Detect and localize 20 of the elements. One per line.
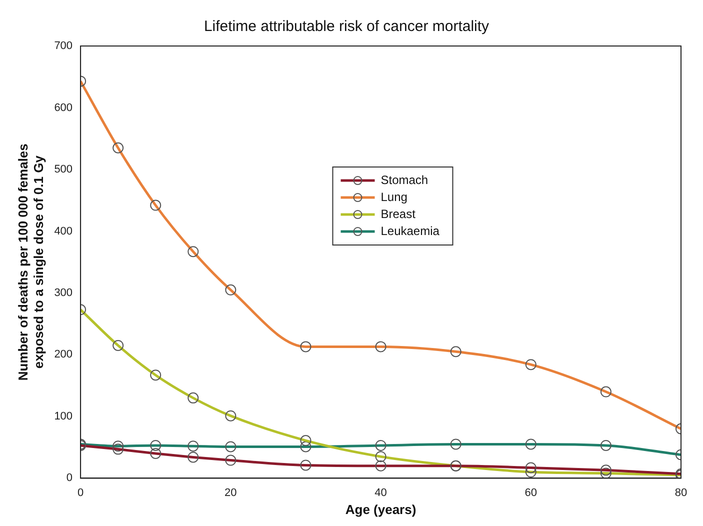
y-tick-label: 700 xyxy=(54,40,73,52)
x-tick-label: 40 xyxy=(374,486,387,499)
x-axis-title: Age (years) xyxy=(345,502,416,517)
y-tick-label: 200 xyxy=(54,348,73,361)
x-tick-label: 0 xyxy=(77,486,84,499)
legend-label: Leukaemia xyxy=(380,224,440,238)
y-tick-label: 500 xyxy=(54,164,73,176)
y-tick-label: 600 xyxy=(54,102,73,114)
legend-label: Stomach xyxy=(380,172,428,187)
y-tick-label: 100 xyxy=(54,410,73,422)
chart-title: Lifetime attributable risk of cancer mortality xyxy=(204,18,490,36)
y-tick-label: 400 xyxy=(54,225,73,238)
y-tick-label: 0 xyxy=(66,472,73,484)
y-axis-title: Number of deaths per 100 000 females exposed to a single dose of 0.1 Gy xyxy=(15,144,46,381)
x-tick-label: 20 xyxy=(224,486,237,499)
x-tick-label: 60 xyxy=(524,486,538,499)
legend-label: Lung xyxy=(380,190,408,204)
legend-label: Breast xyxy=(380,206,416,221)
y-tick-label: 300 xyxy=(54,287,73,300)
x-tick-label: 80 xyxy=(674,486,688,499)
